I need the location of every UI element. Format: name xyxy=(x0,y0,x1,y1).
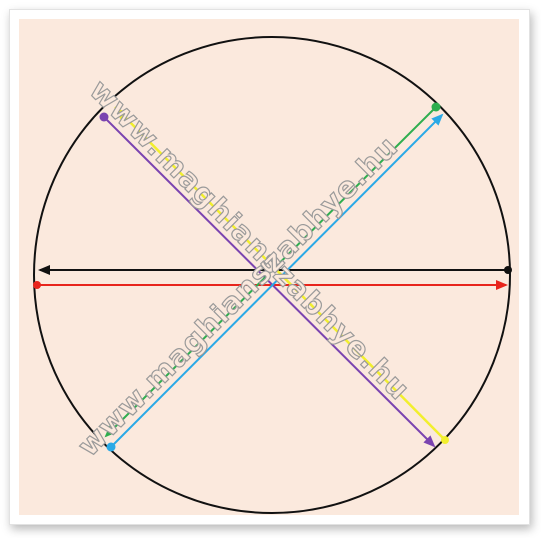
green-diagonal-line xyxy=(104,106,437,438)
black-start-dot xyxy=(504,266,512,274)
watermark-text: www.maghianszabhye.hu xyxy=(83,73,417,407)
purple-diagonal-line xyxy=(103,116,436,448)
watermark-text: www.maghianszabhye.hu xyxy=(71,129,405,463)
yellow-arrowhead xyxy=(115,107,446,441)
blue-start-dot xyxy=(106,442,116,452)
blue-diagonal-line xyxy=(110,113,444,448)
red-start-dot xyxy=(33,281,41,289)
yellow-start-dot xyxy=(441,436,449,444)
purple-start-dot xyxy=(99,112,109,122)
circle-outline xyxy=(33,36,511,514)
green-start-dot xyxy=(431,102,441,112)
